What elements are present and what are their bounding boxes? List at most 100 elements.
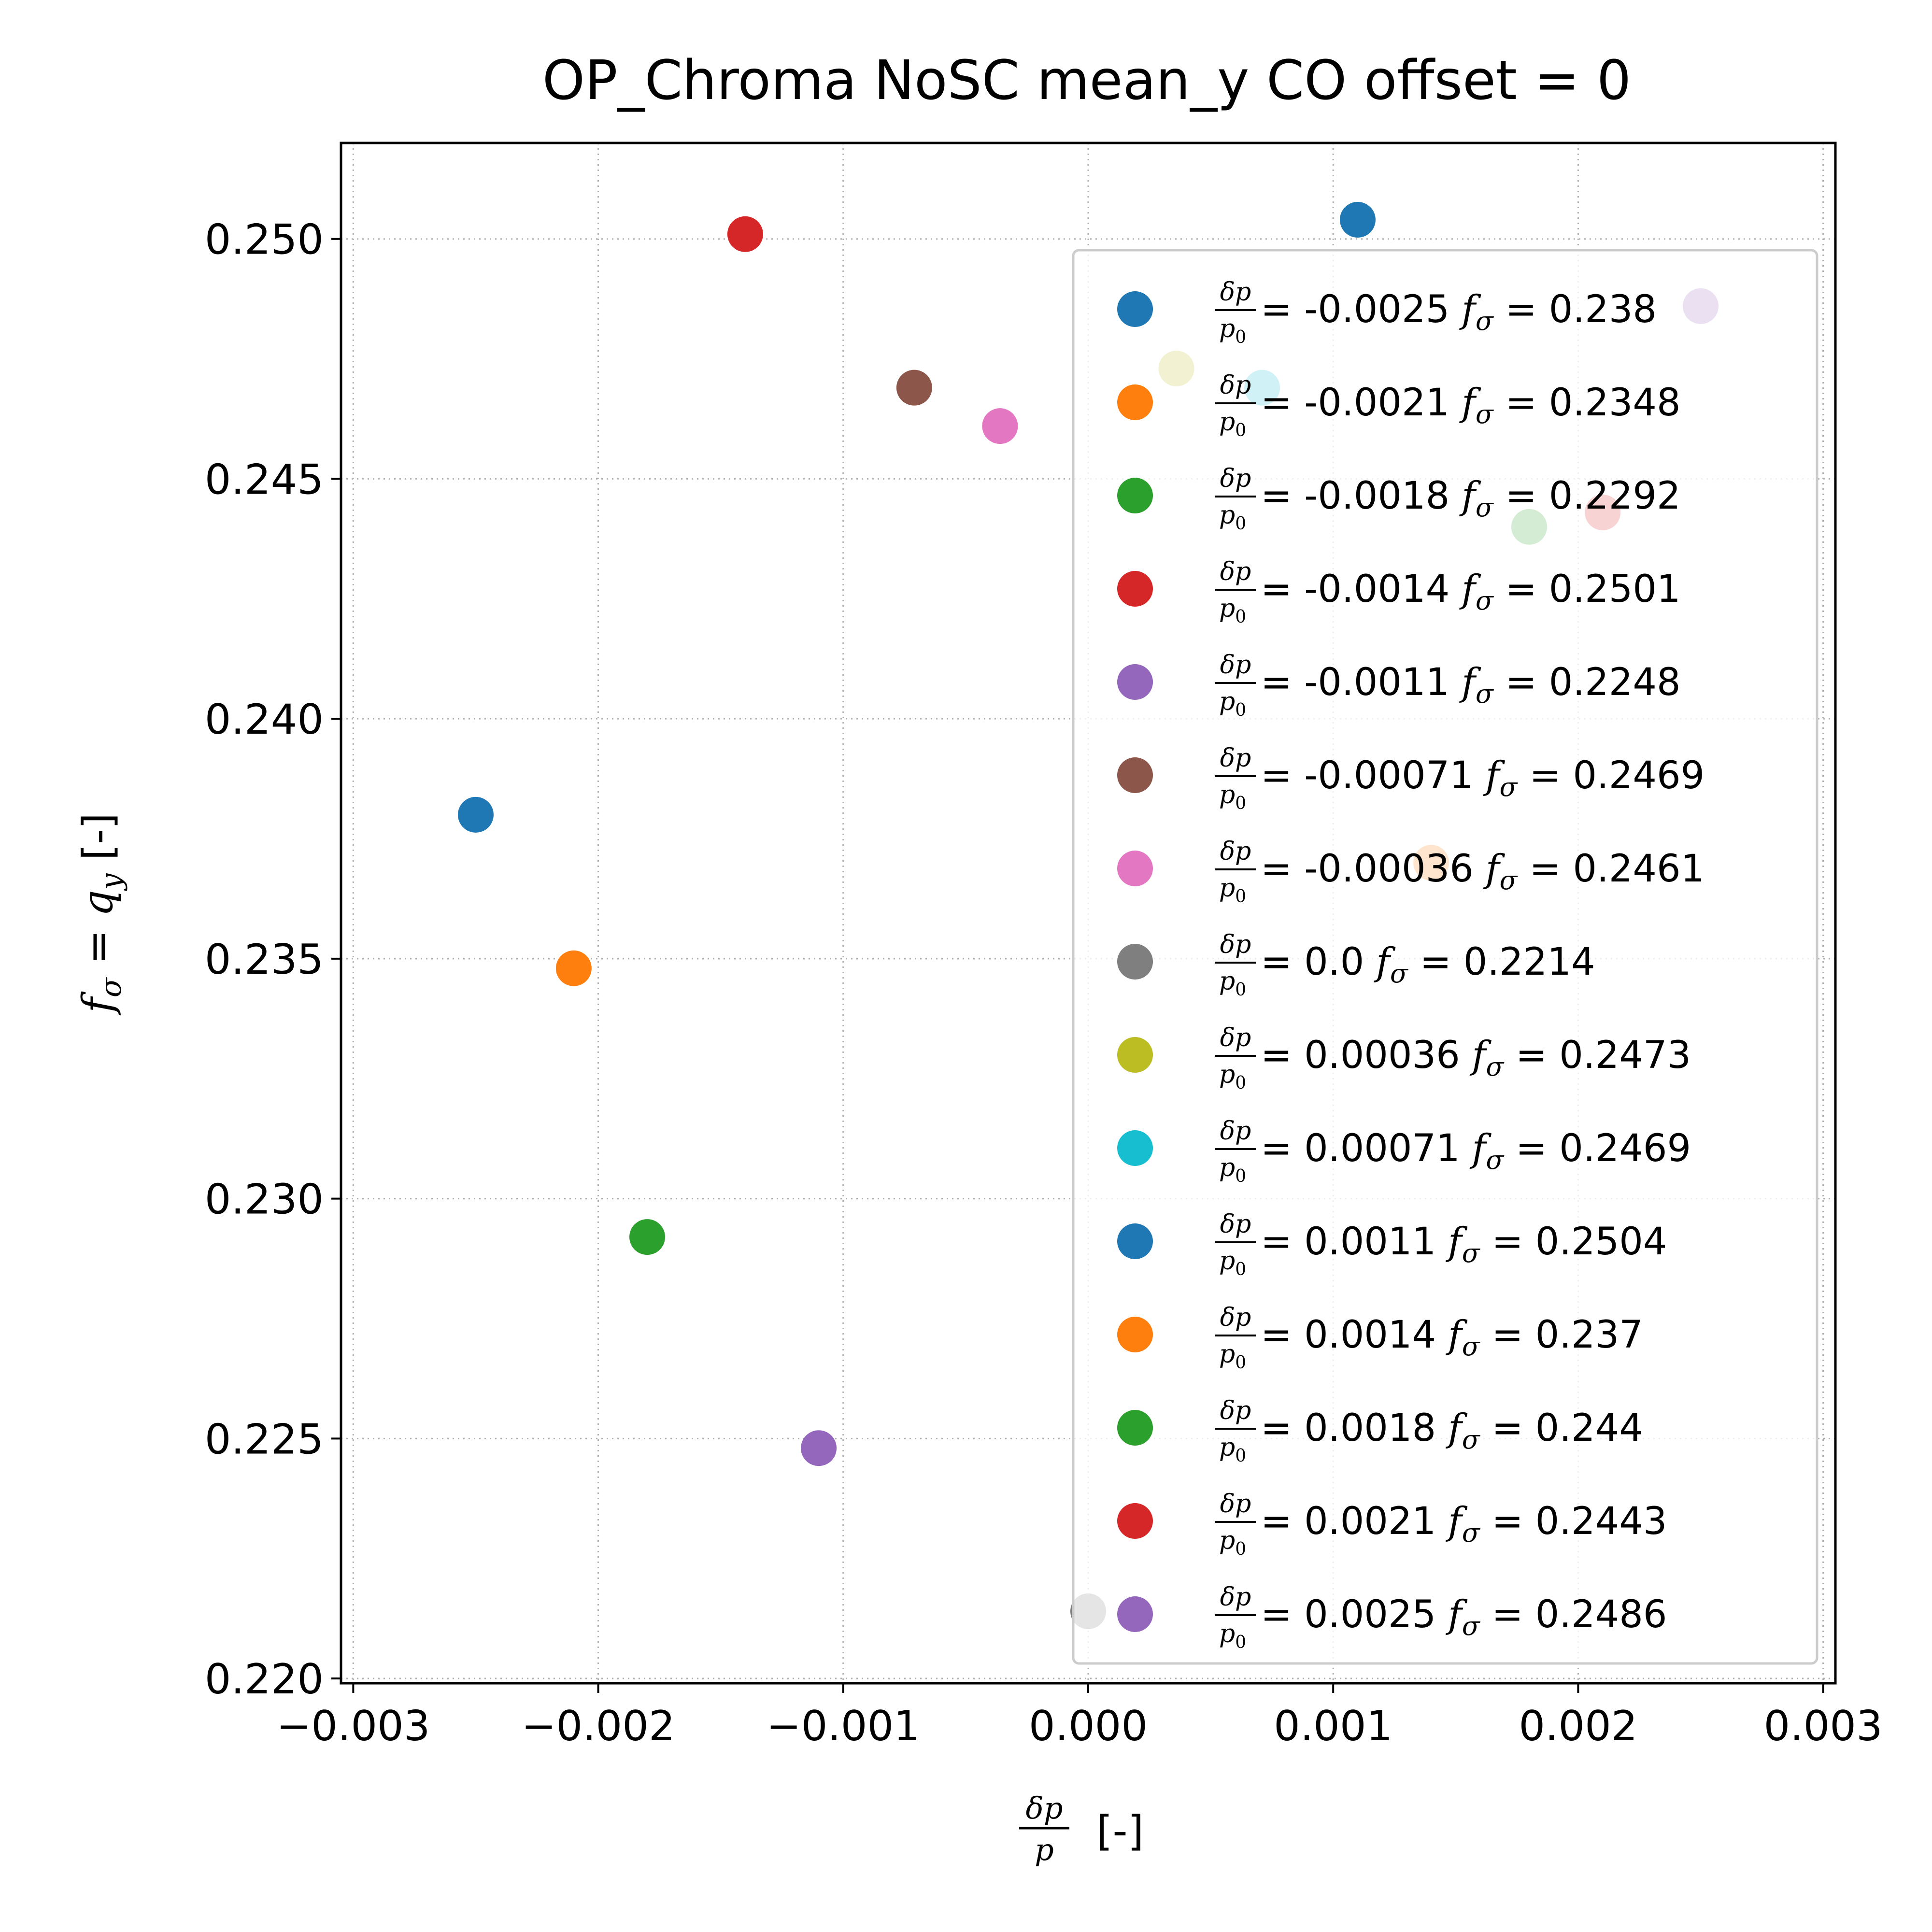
legend-f-value: 0.2292 — [1549, 474, 1681, 518]
legend-equals: = — [1261, 288, 1304, 331]
legend-dp-value: -0.0014 — [1304, 568, 1462, 611]
y-tick-label: 0.230 — [205, 1176, 324, 1224]
legend-equals-2: = — [1480, 1313, 1535, 1357]
legend-marker — [1117, 664, 1153, 700]
legend-dp-numerator: δp — [1220, 1396, 1251, 1425]
legend-dp-value: -0.0025 — [1304, 288, 1462, 331]
legend-dp-value: 0.0014 — [1304, 1313, 1448, 1357]
legend-marker — [1117, 1410, 1153, 1446]
legend-dp-numerator: δp — [1220, 651, 1251, 680]
scatter-point — [727, 216, 763, 252]
legend-dp-numerator: δp — [1220, 1210, 1251, 1239]
legend-equals-2: = — [1493, 568, 1549, 611]
legend-label: = 0.0011 fσ = 0.2504 — [1261, 1220, 1667, 1268]
legend-equals-2: = — [1504, 1127, 1559, 1170]
legend-box — [1072, 249, 1818, 1665]
legend-dp-value: 0.0021 — [1304, 1500, 1448, 1543]
legend-marker — [1117, 384, 1153, 420]
legend-equals: = — [1261, 661, 1304, 704]
legend-equals-2: = — [1493, 661, 1549, 704]
y-axis-label-unit: [-] — [74, 813, 122, 873]
legend-dp-numerator: δp — [1220, 278, 1251, 307]
legend-denominator-subscript: 0 — [1235, 1353, 1246, 1373]
legend-marker — [1117, 1503, 1153, 1539]
legend-marker — [1117, 757, 1153, 793]
legend-equals-2: = — [1408, 940, 1463, 984]
legend-marker — [1117, 851, 1153, 886]
legend-dp-denominator: p0 — [1219, 967, 1246, 1000]
legend-label: = -0.0011 fσ = 0.2248 — [1261, 661, 1681, 709]
legend-dp-numerator: δp — [1220, 1303, 1251, 1332]
legend-marker — [1117, 1130, 1153, 1166]
legend-dp-numerator: δp — [1220, 1023, 1251, 1052]
legend-f-value: 0.2461 — [1573, 847, 1705, 891]
legend-f-subscript: σ — [1500, 865, 1519, 895]
legend-f-value: 0.2348 — [1549, 381, 1681, 425]
scatter-point — [801, 1430, 837, 1466]
legend-dp-value: 0.0011 — [1304, 1220, 1448, 1264]
legend-dp-value: 0.00071 — [1304, 1127, 1472, 1170]
legend-f-subscript: σ — [1476, 306, 1494, 336]
y-tick-label: 0.235 — [205, 936, 324, 984]
y-tick-label: 0.250 — [205, 216, 324, 264]
legend-label: = 0.0 fσ = 0.2214 — [1261, 940, 1595, 989]
legend-equals-2: = — [1493, 381, 1549, 425]
legend-f-value: 0.2469 — [1559, 1127, 1691, 1170]
legend-dp-value: 0.0025 — [1304, 1593, 1448, 1636]
legend-dp-value: -0.0018 — [1304, 474, 1462, 518]
legend-equals: = — [1261, 381, 1304, 425]
legend-f-value: 0.2504 — [1535, 1220, 1667, 1264]
scatter-point — [555, 950, 592, 986]
scatter-point — [629, 1219, 666, 1255]
x-axis-label: δp p [-] — [1019, 1790, 1144, 1867]
legend-dp-numerator: δp — [1220, 837, 1251, 866]
legend-denominator-subscript: 0 — [1235, 980, 1246, 1000]
legend-denominator-subscript: 0 — [1235, 887, 1246, 907]
scatter-point — [457, 796, 494, 833]
legend-label: = 0.0021 fσ = 0.2443 — [1261, 1500, 1667, 1548]
legend-dp-value: -0.0021 — [1304, 381, 1462, 425]
legend-equals: = — [1261, 474, 1304, 518]
legend-f-value: 0.238 — [1549, 288, 1657, 331]
axes-layer: −0.003 −0.002 −0.001 0.000 0.001 0.002 0.0030.… — [205, 216, 1883, 1750]
legend-equals-2: = — [1504, 1034, 1559, 1077]
legend-marker — [1117, 571, 1153, 607]
legend-denominator-subscript: 0 — [1235, 1633, 1246, 1652]
legend-dp-value: 0.0 — [1304, 940, 1376, 984]
legend-label: = 0.0014 fσ = 0.237 — [1261, 1313, 1643, 1362]
legend-f-subscript: σ — [1462, 1238, 1481, 1268]
legend-label: = -0.0018 fσ = 0.2292 — [1261, 474, 1681, 523]
legend-f-value: 0.2469 — [1573, 754, 1705, 797]
legend-label: = -0.00071 fσ = 0.2469 — [1261, 754, 1705, 802]
legend-equals: = — [1261, 1500, 1304, 1543]
legend-denominator-subscript: 0 — [1235, 1539, 1246, 1559]
legend-f-value: 0.2486 — [1535, 1593, 1667, 1636]
x-axis-label-unit: [-] — [1096, 1807, 1144, 1855]
x-axis-label-numerator: δp — [1025, 1790, 1063, 1826]
scatter-point — [982, 408, 1018, 444]
legend-dp-numerator: δp — [1220, 744, 1251, 773]
legend-f-subscript: σ — [1462, 1424, 1481, 1455]
legend-f-subscript: σ — [1462, 1518, 1481, 1548]
legend-equals-2: = — [1480, 1406, 1535, 1450]
legend-f-subscript: σ — [1500, 772, 1519, 802]
legend-f-subscript: σ — [1390, 958, 1409, 989]
legend-f-subscript: σ — [1476, 585, 1494, 616]
legend-dp-value: -0.00036 — [1304, 847, 1486, 891]
legend-equals-2: = — [1493, 288, 1549, 331]
x-tick-label: 0.002 — [1519, 1702, 1637, 1750]
legend-equals-2: = — [1480, 1220, 1535, 1264]
legend-f-value: 0.2501 — [1549, 568, 1681, 611]
legend-dp-numerator: δp — [1220, 464, 1251, 493]
y-tick-label: 0.245 — [205, 455, 324, 504]
legend-f-subscript: σ — [1486, 1051, 1505, 1082]
legend-f-value: 0.237 — [1535, 1313, 1643, 1357]
legend-dp-numerator: δp — [1220, 930, 1251, 959]
